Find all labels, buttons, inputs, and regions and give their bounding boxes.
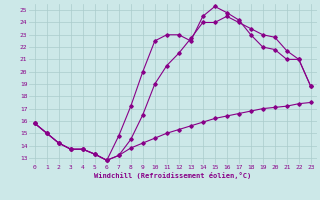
X-axis label: Windchill (Refroidissement éolien,°C): Windchill (Refroidissement éolien,°C) (94, 172, 252, 179)
